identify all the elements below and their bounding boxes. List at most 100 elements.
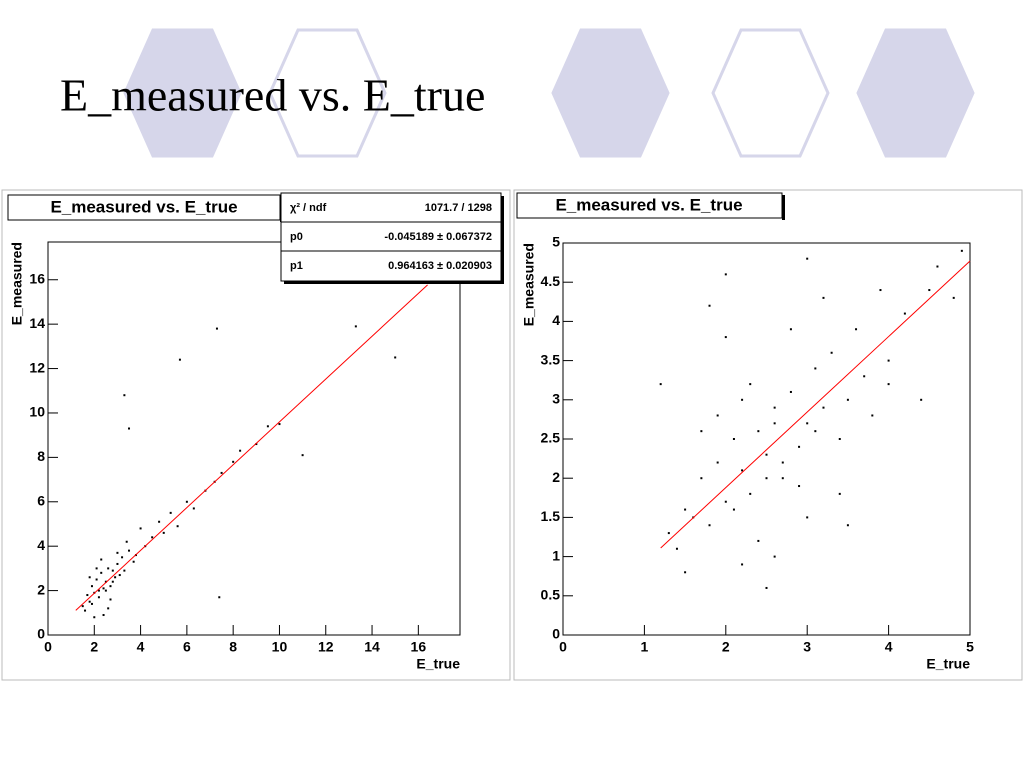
- point: [675, 547, 678, 550]
- point: [855, 328, 858, 331]
- point: [806, 516, 809, 519]
- pad: [513, 189, 1023, 681]
- point: [724, 500, 727, 503]
- point: [97, 589, 100, 592]
- stats-value: 1071.7 / 1298: [425, 202, 492, 214]
- y-tick-label: 5: [552, 234, 560, 250]
- point: [109, 585, 112, 588]
- point: [667, 532, 670, 535]
- point: [903, 312, 906, 315]
- point: [278, 423, 281, 426]
- x-axis-label: E_true: [416, 656, 460, 672]
- y-tick-label: 10: [29, 404, 45, 420]
- point: [887, 359, 890, 362]
- decoration: [123, 28, 975, 158]
- shadow: [782, 195, 785, 220]
- fit-line: [660, 260, 971, 549]
- point: [960, 249, 963, 252]
- point: [781, 477, 784, 480]
- point: [773, 422, 776, 425]
- point: [90, 585, 93, 588]
- point: [838, 492, 841, 495]
- point: [100, 558, 103, 561]
- point: [266, 425, 269, 428]
- y-tick-label: 4: [37, 537, 45, 553]
- point: [118, 574, 121, 577]
- point: [81, 605, 84, 608]
- point: [93, 616, 96, 619]
- stats-box: χ² / ndf 1071.7 / 1298 p0 -0.045189 ± 0.…: [280, 192, 504, 284]
- point: [185, 500, 188, 503]
- y-tick-label: 16: [29, 270, 45, 286]
- point: [90, 602, 93, 605]
- point: [773, 406, 776, 409]
- y-tick-label: 2: [552, 469, 560, 485]
- point: [220, 471, 223, 474]
- stats-label: p1: [290, 260, 303, 272]
- point: [218, 596, 221, 599]
- point: [732, 508, 735, 511]
- plot: 0 1 2 3 4 500.511.522.533.544.55E_trueE_measu…: [521, 234, 974, 672]
- point: [716, 461, 719, 464]
- point: [104, 589, 107, 592]
- x-tick-label: 0: [44, 639, 52, 655]
- x-tick-label: 5: [966, 639, 974, 655]
- point: [716, 414, 719, 417]
- y-axis-label: E_measured: [9, 242, 25, 325]
- chart-title: E_measured vs. E_true: [555, 195, 742, 214]
- x-tick-label: 1: [641, 639, 649, 655]
- plot-frame: [47, 241, 461, 636]
- point: [846, 398, 849, 401]
- point: [107, 567, 110, 570]
- point: [176, 525, 179, 528]
- x-tick-label: 3: [803, 639, 811, 655]
- chart-title: E_measured vs. E_true: [50, 197, 237, 216]
- x-tick-label: 0: [559, 639, 567, 655]
- x-tick-label: 10: [272, 639, 288, 655]
- point: [700, 430, 703, 433]
- point: [806, 422, 809, 425]
- point: [952, 296, 955, 299]
- point: [84, 609, 87, 612]
- point: [121, 556, 124, 559]
- point: [354, 325, 357, 328]
- point: [104, 580, 107, 583]
- point: [773, 555, 776, 558]
- point: [139, 527, 142, 530]
- x-tick-label: 4: [137, 639, 145, 655]
- stats-value: 0.964163 ± 0.020903: [388, 260, 492, 272]
- point: [301, 454, 304, 457]
- point: [846, 524, 849, 527]
- point: [798, 445, 801, 448]
- point: [789, 390, 792, 393]
- point: [700, 477, 703, 480]
- point: [806, 257, 809, 260]
- title-frame: [516, 192, 783, 219]
- point: [111, 569, 114, 572]
- point: [749, 492, 752, 495]
- point: [239, 449, 242, 452]
- y-axis-label: E_measured: [521, 243, 537, 326]
- point: [879, 289, 882, 292]
- point: [107, 607, 110, 610]
- point: [708, 304, 711, 307]
- point: [232, 460, 235, 463]
- point: [95, 578, 98, 581]
- stats-label: χ² / ndf: [290, 202, 327, 214]
- plot: 0 2 4 6 8 10 12 14 160246810121416E_trueE_measur…: [9, 241, 461, 672]
- point: [86, 594, 89, 597]
- y-tick-label: 0: [552, 626, 560, 642]
- point: [871, 414, 874, 417]
- point: [123, 394, 126, 397]
- y-tick-label: 3: [552, 391, 560, 407]
- y-tick-label: 3.5: [541, 351, 561, 367]
- point: [887, 383, 890, 386]
- point: [192, 507, 195, 510]
- title-frame: [7, 194, 281, 221]
- point: [732, 438, 735, 440]
- point: [814, 367, 817, 370]
- x-axis-label: E_true: [926, 656, 970, 672]
- point: [102, 614, 105, 617]
- point: [781, 461, 784, 464]
